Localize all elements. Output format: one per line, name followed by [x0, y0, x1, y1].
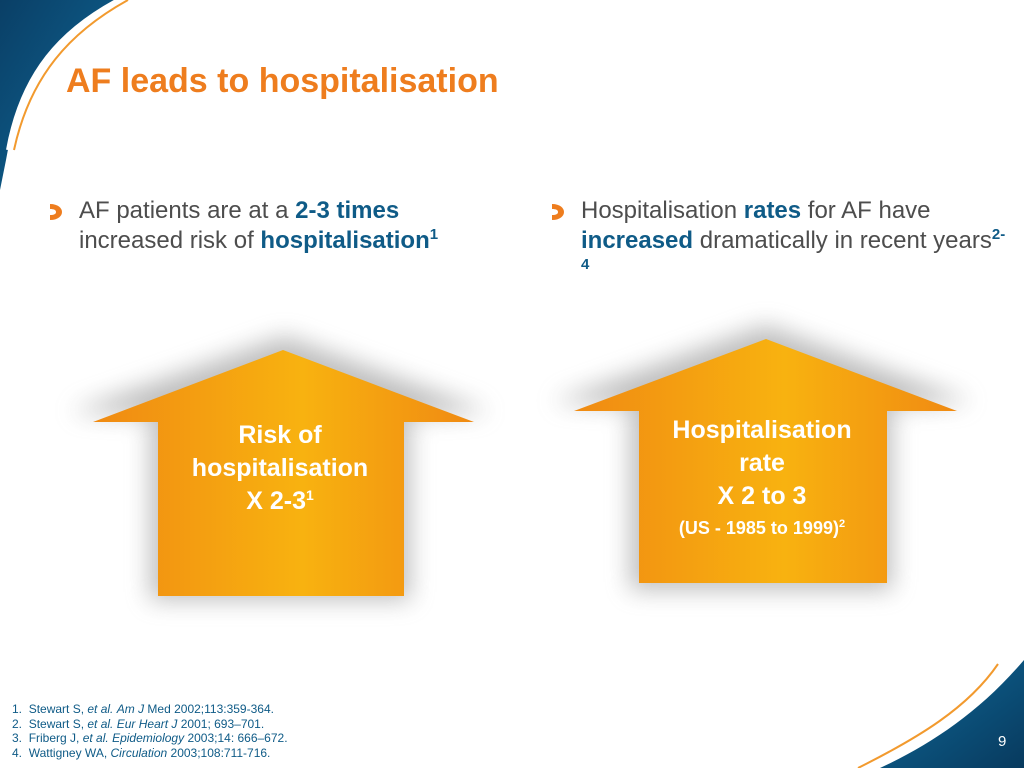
arrow-right-label: Hospitalisation rate X 2 to 3 (US - 1985…	[672, 416, 852, 538]
references-list: 1. Stewart S, et al. Am J Med 2002;113:3…	[12, 702, 288, 760]
bottom-right-swoosh	[880, 660, 1024, 768]
page-number: 9	[998, 733, 1007, 750]
arrow-right-up-icon	[574, 339, 957, 583]
bullet-mark-icon	[50, 204, 62, 220]
reference-item: 2. Stewart S, et al. Eur Heart J 2001; 6…	[12, 716, 265, 731]
top-left-swoosh	[0, 0, 118, 190]
citation-sup: 2-4	[581, 226, 1006, 273]
top-left-orange-arc	[13, 0, 129, 151]
reference-item: 1. Stewart S, et al. Am J Med 2002;113:3…	[12, 702, 274, 716]
bullet-mark-icon	[552, 204, 564, 220]
reference-item: 3. Friberg J, et al. Epidemiology 2003;1…	[12, 731, 288, 745]
slide-title: AF leads to hospitalisation	[66, 62, 499, 100]
highlight-times: 2-3 times	[295, 197, 400, 224]
bottom-right-orange-arc	[857, 663, 999, 768]
top-left-white-arc	[6, 0, 119, 151]
arrow-left-label: Risk of hospitalisation X 2-31	[191, 421, 369, 515]
bottom-right-white-arc	[869, 669, 1012, 768]
highlight-hospitalisation: hospitalisation	[260, 227, 430, 254]
arrow-left-up-icon	[93, 350, 474, 596]
highlight-rates: rates	[743, 197, 802, 224]
highlight-increased: increased	[581, 227, 694, 254]
citation-sup: 1	[429, 226, 439, 243]
reference-item: 4. Wattigney WA, Circulation 2003;108:71…	[12, 745, 271, 760]
